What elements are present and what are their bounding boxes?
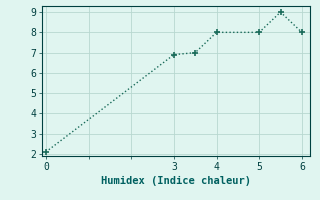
X-axis label: Humidex (Indice chaleur): Humidex (Indice chaleur) <box>101 176 251 186</box>
